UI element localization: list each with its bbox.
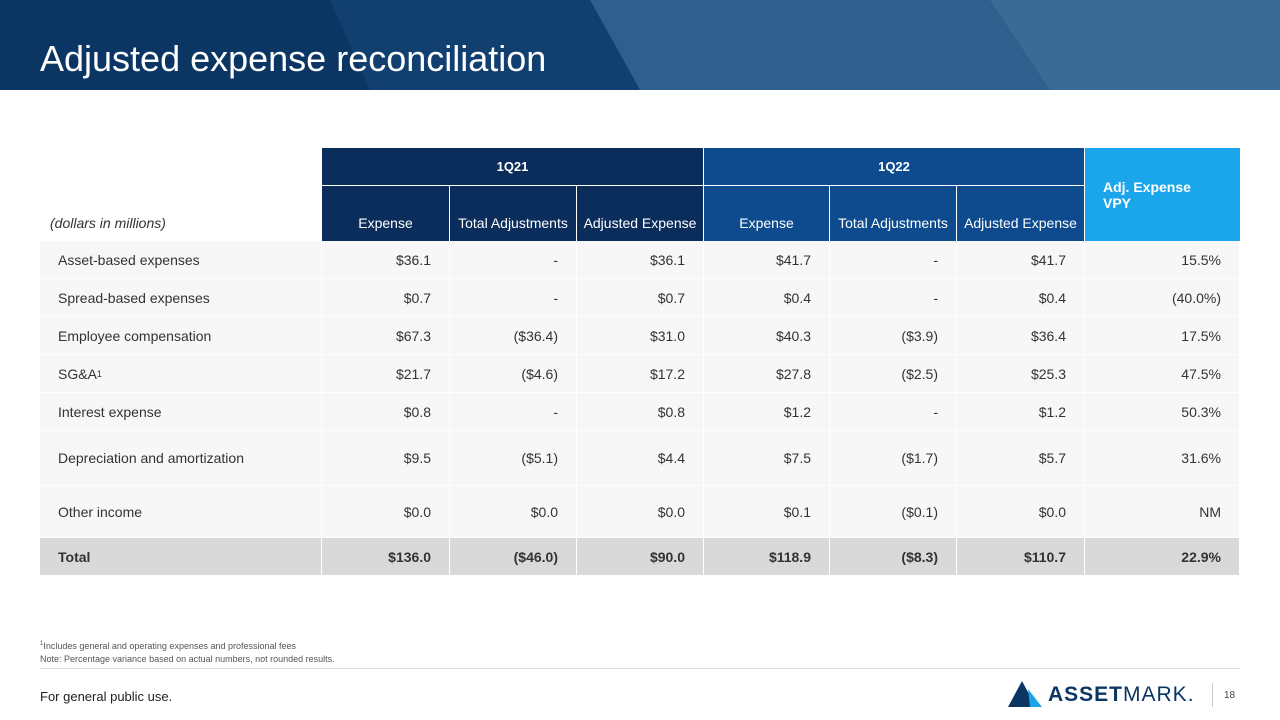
cell: $1.2 [704, 393, 829, 430]
cell: - [830, 241, 956, 278]
cell: $1.2 [957, 393, 1084, 430]
row-label: Other income [40, 486, 321, 537]
cell: (40.0%) [1085, 279, 1239, 316]
cell: ($4.6) [450, 355, 576, 392]
column-header: Expense [322, 186, 449, 241]
cell: $0.0 [577, 486, 703, 537]
cell: ($8.3) [830, 538, 956, 575]
row-label-text: Interest expense [58, 403, 162, 420]
separator [1212, 683, 1213, 707]
column-header: Total Adjustments [830, 186, 956, 241]
footnote: 1Includes general and operating expenses… [40, 641, 296, 651]
cell: $21.7 [322, 355, 449, 392]
cell: NM [1085, 486, 1239, 537]
logo-bold: ASSET [1048, 683, 1124, 706]
row-label: Employee compensation [40, 317, 321, 354]
cell: $136.0 [322, 538, 449, 575]
cell: 15.5% [1085, 241, 1239, 278]
group-header: 1Q22 [704, 148, 1084, 185]
row-label: Spread-based expenses [40, 279, 321, 316]
cell: 31.6% [1085, 431, 1239, 485]
logo: ASSETMARK. [1048, 683, 1195, 707]
cell: 22.9% [1085, 538, 1239, 575]
row-label-text: SG&A [58, 365, 97, 382]
cell: $36.1 [577, 241, 703, 278]
row-label-text: Asset-based expenses [58, 251, 200, 268]
column-header: Total Adjustments [450, 186, 576, 241]
cell: $0.0 [450, 486, 576, 537]
cell: $40.3 [704, 317, 829, 354]
slide-title: Adjusted expense reconciliation [40, 38, 547, 79]
logo-light: MARK. [1123, 683, 1195, 706]
cell: $0.4 [957, 279, 1084, 316]
cell: $0.8 [322, 393, 449, 430]
cell: - [830, 393, 956, 430]
cell: $0.8 [577, 393, 703, 430]
header-band [0, 0, 1280, 90]
group-header: 1Q21 [322, 148, 703, 185]
footnote: Note: Percentage variance based on actua… [40, 654, 335, 664]
cell: $0.0 [957, 486, 1084, 537]
footnote-text: Includes general and operating expenses … [43, 641, 297, 651]
cell: $41.7 [957, 241, 1084, 278]
cell: ($0.1) [830, 486, 956, 537]
cell: $0.1 [704, 486, 829, 537]
cell: $0.0 [322, 486, 449, 537]
cell: $0.7 [322, 279, 449, 316]
note-mark: 1 [96, 368, 102, 379]
cell: ($46.0) [450, 538, 576, 575]
cell: $90.0 [577, 538, 703, 575]
cell: $27.8 [704, 355, 829, 392]
cell: ($1.7) [830, 431, 956, 485]
cell: $31.0 [577, 317, 703, 354]
cell: $9.5 [322, 431, 449, 485]
row-label-text: Other income [58, 503, 143, 520]
column-header: Adjusted Expense [577, 186, 703, 241]
cell: $0.4 [704, 279, 829, 316]
cell: $36.1 [322, 241, 449, 278]
cell: - [450, 241, 576, 278]
row-label: Asset-based expenses [40, 241, 321, 278]
cell: $0.7 [577, 279, 703, 316]
row-label-text: Depreciation and amortization [58, 450, 244, 466]
logo-mark [1008, 681, 1042, 707]
cell: $5.7 [957, 431, 1084, 485]
cell: 50.3% [1085, 393, 1239, 430]
row-label-text: Spread-based expenses [58, 289, 210, 306]
cell: $7.5 [704, 431, 829, 485]
cell: 47.5% [1085, 355, 1239, 392]
cell: 17.5% [1085, 317, 1239, 354]
cell: - [450, 393, 576, 430]
cell: $36.4 [957, 317, 1084, 354]
row-label: Depreciation and amortization [40, 431, 321, 485]
row-label: Interest expense [40, 393, 321, 430]
footnote-mark: 1 [40, 641, 44, 647]
disclaimer: For general public use. [40, 689, 173, 704]
cell: ($36.4) [450, 317, 576, 354]
column-header: Adjusted Expense [957, 186, 1084, 241]
row-label: SG&A 1 [40, 355, 321, 392]
divider [40, 668, 1240, 669]
cell: $25.3 [957, 355, 1084, 392]
cell: $17.2 [577, 355, 703, 392]
cell: $67.3 [322, 317, 449, 354]
cell: - [830, 279, 956, 316]
cell: $118.9 [704, 538, 829, 575]
cell: $41.7 [704, 241, 829, 278]
page-number: 18 [1224, 690, 1236, 701]
unit-note: (dollars in millions) [50, 215, 166, 231]
cell: $110.7 [957, 538, 1084, 575]
row-label: Total [40, 538, 321, 575]
cell: ($3.9) [830, 317, 956, 354]
cell: ($5.1) [450, 431, 576, 485]
cell: $4.4 [577, 431, 703, 485]
row-label-text: Employee compensation [58, 327, 212, 344]
column-header: Expense [704, 186, 829, 241]
column-header: Adj. Expense VPY [1085, 148, 1240, 241]
cell: - [450, 279, 576, 316]
row-label-text: Total [58, 548, 91, 565]
cell: ($2.5) [830, 355, 956, 392]
